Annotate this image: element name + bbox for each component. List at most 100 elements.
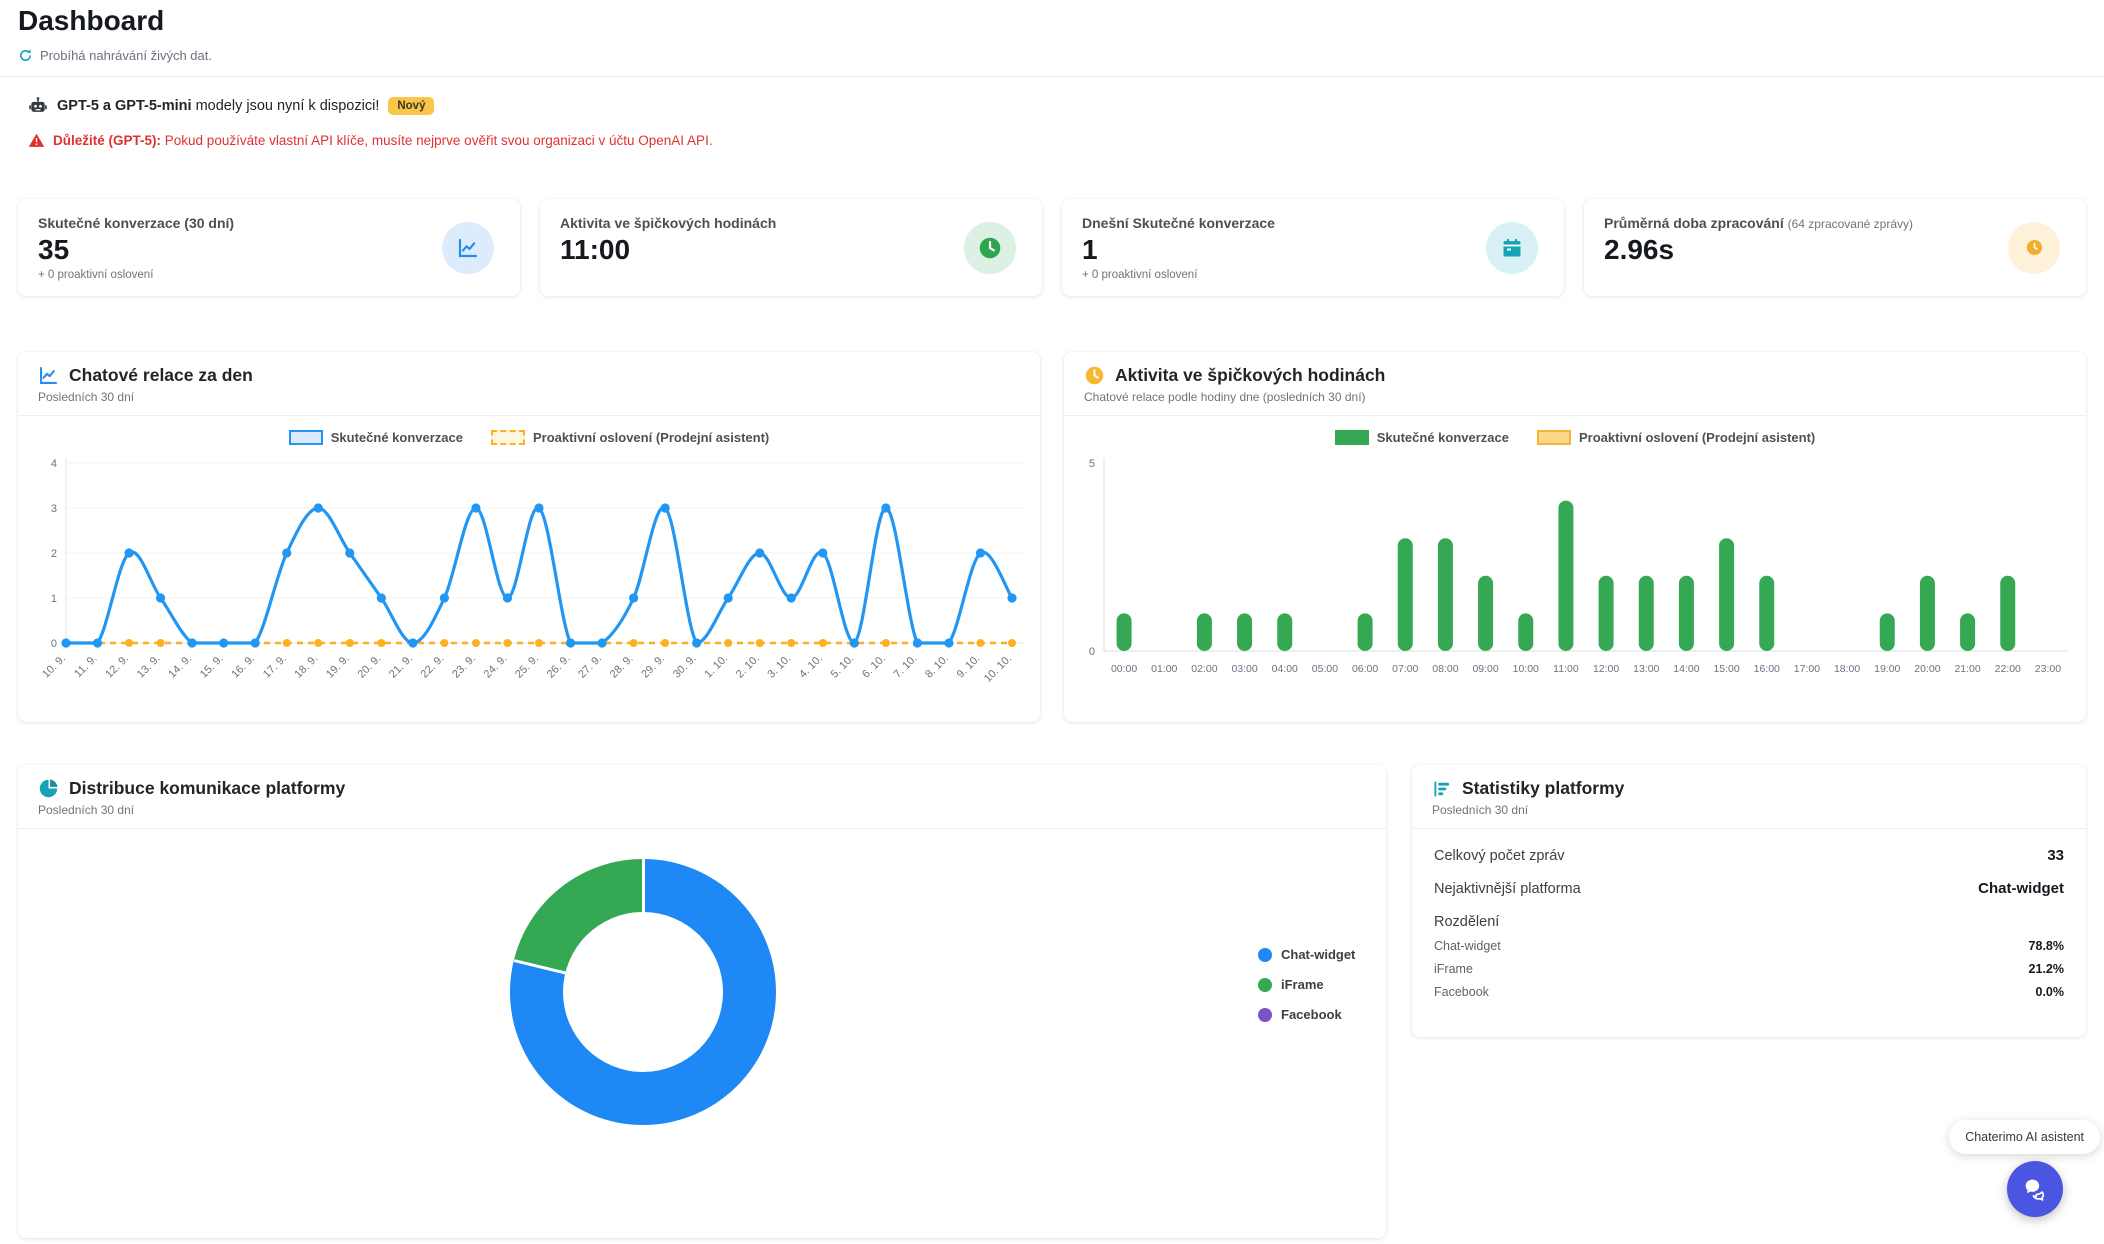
svg-text:17. 9.: 17. 9. — [261, 653, 289, 681]
donut-hole — [563, 912, 723, 1072]
svg-text:26. 9.: 26. 9. — [545, 653, 573, 681]
svg-text:0: 0 — [51, 638, 57, 650]
clock-icon — [1084, 365, 1105, 386]
stats-value: Chat-widget — [1978, 880, 2064, 897]
line-chart-icon — [38, 365, 59, 386]
svg-text:3: 3 — [51, 503, 57, 515]
stats-value: 33 — [2047, 847, 2064, 864]
legend-swatch — [1537, 430, 1571, 445]
stat-subtext: + 0 proaktivní oslovení — [38, 269, 154, 281]
stat-value: 1 — [1082, 234, 1098, 265]
warning-text: Pokud používáte vlastní API klíče, musít… — [164, 133, 713, 148]
svg-text:0: 0 — [1089, 646, 1095, 658]
svg-text:30. 9.: 30. 9. — [671, 653, 699, 681]
svg-text:1: 1 — [51, 593, 57, 605]
svg-text:04:00: 04:00 — [1272, 663, 1298, 675]
bar-chart-plot[interactable]: 0 5 00:00 01:00 02:00 03:00 04:00 05:00 06:00 07:… — [1072, 451, 2078, 703]
line-chart-plot[interactable]: 0 1 2 3 4 10. 9. 11. 9. 12. 9. 13. 9. 14. 9. 15. 9… — [26, 451, 1032, 703]
legend-item-proactive[interactable]: Proaktivní oslovení (Prodejní asistent) — [1537, 430, 1815, 445]
chart-subtitle: Posledních 30 dní — [38, 390, 135, 404]
warning-icon — [28, 132, 45, 149]
svg-text:3. 10.: 3. 10. — [765, 653, 793, 681]
svg-text:12. 9.: 12. 9. — [103, 653, 131, 681]
stat-card-processing-time: Průměrná doba zpracování (64 zpracované … — [1584, 199, 2086, 296]
new-badge: Nový — [388, 97, 435, 115]
breakdown-row-chat-widget: Chat-widget 78.8% — [1434, 939, 2064, 953]
stat-card-conversations: Skutečné konverzace (30 dní) 35 + 0 proa… — [18, 199, 520, 296]
chart-title: Aktivita ve špičkových hodinách — [1115, 365, 1386, 385]
legend-item-facebook[interactable]: Facebook — [1258, 1007, 1355, 1022]
svg-text:9. 10.: 9. 10. — [955, 653, 983, 681]
chart-subtitle: Posledních 30 dní — [38, 803, 135, 817]
platform-distribution-card: Distribuce komunikace platformy Poslední… — [18, 765, 1386, 1238]
svg-text:07:00: 07:00 — [1392, 663, 1418, 675]
svg-text:15:00: 15:00 — [1713, 663, 1739, 675]
legend-item-iframe[interactable]: iFrame — [1258, 977, 1355, 992]
svg-text:21:00: 21:00 — [1954, 663, 1980, 675]
svg-text:16:00: 16:00 — [1754, 663, 1780, 675]
chat-assistant-label[interactable]: Chaterimo AI asistent — [1949, 1120, 2100, 1154]
legend-dot — [1258, 947, 1272, 962]
legend-label: Facebook — [1281, 1007, 1342, 1022]
stat-label: Skutečné konverzace (30 dní) — [38, 215, 235, 231]
stat-value: 11:00 — [560, 234, 631, 265]
chart-title: Chatové relace za den — [69, 365, 253, 385]
announcement-highlight: GPT-5 a GPT-5-mini — [57, 98, 192, 114]
stat-subtext: + 0 proaktivní oslovení — [1082, 269, 1198, 281]
clock-icon — [2008, 221, 2060, 274]
svg-text:01:00: 01:00 — [1151, 663, 1177, 675]
breakdown-platform: Chat-widget — [1434, 939, 1501, 953]
svg-text:28. 9.: 28. 9. — [608, 653, 636, 681]
card-subtitle: Posledních 30 dní — [1432, 803, 1529, 817]
legend-item-proactive[interactable]: Proaktivní oslovení (Prodejní asistent) — [491, 430, 769, 445]
chat-sessions-chart-card: Chatové relace za den Posledních 30 dní … — [18, 352, 1040, 722]
pie-chart-icon — [38, 778, 59, 799]
legend-swatch — [288, 430, 323, 445]
svg-text:10. 10.: 10. 10. — [982, 653, 1014, 685]
line-chart-icon — [442, 221, 494, 274]
svg-text:03:00: 03:00 — [1231, 663, 1257, 675]
svg-text:5: 5 — [1089, 458, 1095, 470]
svg-text:18:00: 18:00 — [1834, 663, 1860, 675]
peak-hours-chart-card: Aktivita ve špičkových hodinách Chatové … — [1064, 352, 2086, 722]
svg-text:18. 9.: 18. 9. — [292, 653, 320, 681]
breakdown-platform: Facebook — [1434, 985, 1489, 999]
svg-text:22. 9.: 22. 9. — [419, 653, 447, 681]
svg-text:8. 10.: 8. 10. — [923, 653, 951, 681]
live-status-text: Probíhá nahrávání živých dat. — [40, 48, 212, 63]
breakdown-percent: 78.8% — [2028, 939, 2064, 953]
stat-value: 35 — [38, 234, 70, 265]
chat-assistant-button[interactable] — [2007, 1161, 2063, 1217]
svg-text:4: 4 — [51, 458, 57, 470]
header-divider — [0, 76, 2104, 77]
legend-item-chat-widget[interactable]: Chat-widget — [1258, 947, 1355, 962]
robot-icon — [28, 96, 48, 116]
legend-label: iFrame — [1281, 977, 1324, 992]
breakdown-row-iframe: iFrame 21.2% — [1434, 962, 2064, 976]
breakdown-percent: 21.2% — [2028, 962, 2064, 976]
platform-stats-card: Statistiky platformy Posledních 30 dní C… — [1412, 765, 2086, 1037]
svg-text:27. 9.: 27. 9. — [576, 653, 604, 681]
svg-text:1. 10.: 1. 10. — [702, 653, 730, 681]
svg-text:13. 9.: 13. 9. — [135, 653, 163, 681]
clock-icon — [964, 221, 1016, 274]
svg-text:11:00: 11:00 — [1553, 663, 1579, 675]
stat-label: Dnešní Skutečné konverzace — [1082, 215, 1275, 231]
warning-highlight: Důležité (GPT-5): — [53, 133, 162, 148]
legend-dot — [1258, 977, 1272, 992]
page-title: Dashboard — [18, 5, 165, 36]
legend-item-conversations[interactable]: Skutečné konverzace — [1334, 430, 1509, 445]
chat-bubbles-icon — [2021, 1175, 2049, 1203]
legend-item-conversations[interactable]: Skutečné konverzace — [288, 430, 463, 445]
stats-label: Celkový počet zpráv — [1434, 847, 1565, 864]
chart-title: Distribuce komunikace platformy — [69, 778, 346, 798]
legend-dot — [1258, 1007, 1272, 1022]
stats-label: Nejaktivnější platforma — [1434, 880, 1581, 897]
stat-label: Aktivita ve špičkových hodinách — [560, 215, 777, 231]
announcement: GPT-5 a GPT-5-mini modely jsou nyní k di… — [28, 96, 435, 116]
bar-chart-icon — [1432, 779, 1452, 799]
svg-text:08:00: 08:00 — [1432, 663, 1458, 675]
donut-chart[interactable] — [510, 859, 776, 1125]
svg-text:12:00: 12:00 — [1593, 663, 1619, 675]
